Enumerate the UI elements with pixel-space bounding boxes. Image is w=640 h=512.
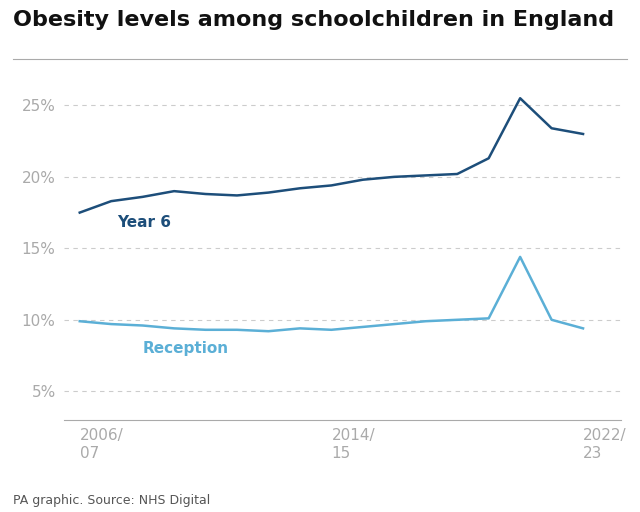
Text: Year 6: Year 6 bbox=[118, 215, 172, 230]
Text: Obesity levels among schoolchildren in England: Obesity levels among schoolchildren in E… bbox=[13, 10, 614, 30]
Text: Reception: Reception bbox=[143, 340, 228, 356]
Text: PA graphic. Source: NHS Digital: PA graphic. Source: NHS Digital bbox=[13, 494, 210, 507]
